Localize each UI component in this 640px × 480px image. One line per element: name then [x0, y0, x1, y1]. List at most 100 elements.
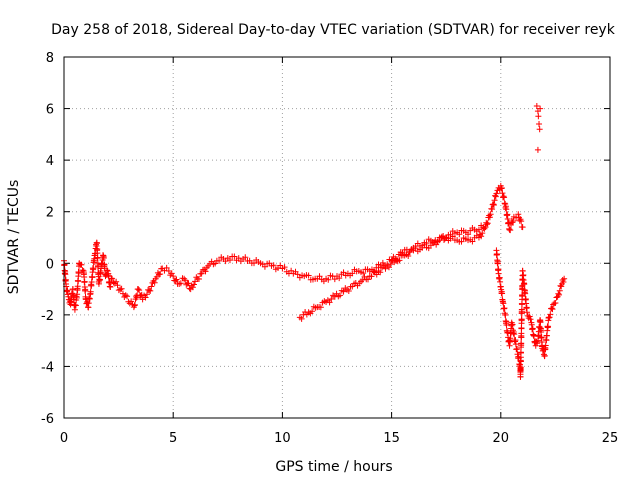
data-point [360, 270, 367, 277]
data-point [538, 328, 545, 335]
data-point [552, 299, 559, 306]
data-point [385, 264, 392, 271]
data-point [147, 287, 154, 294]
data-point [88, 279, 95, 286]
data-point [487, 211, 494, 218]
data-point [521, 281, 528, 288]
data-point [387, 261, 394, 268]
data-point [81, 278, 88, 285]
data-point [135, 286, 142, 293]
data-point [545, 323, 552, 330]
data-point [509, 219, 516, 226]
data-point [503, 322, 510, 329]
data-point [122, 292, 129, 299]
data-point [524, 309, 531, 316]
data-point [517, 364, 524, 371]
data-point [535, 113, 542, 120]
data-point [251, 260, 258, 267]
data-point [128, 298, 135, 305]
data-point [133, 293, 140, 300]
data-point [518, 340, 525, 347]
data-point [62, 271, 69, 278]
data-point [479, 230, 486, 237]
data-point [75, 269, 82, 276]
data-point [75, 278, 82, 285]
data-point [124, 293, 131, 300]
data-point [547, 311, 554, 318]
data-point [202, 268, 209, 275]
data-point [146, 287, 153, 294]
data-point [309, 308, 316, 315]
y-tick-label: 0 [46, 257, 54, 272]
data-point [345, 288, 352, 295]
data-point [182, 277, 189, 284]
data-point [195, 276, 202, 283]
data-point [337, 292, 344, 299]
data-point [115, 287, 122, 294]
x-tick-label: 20 [493, 431, 510, 446]
data-point [491, 197, 498, 204]
data-point [412, 245, 419, 252]
data-point [542, 342, 549, 349]
data-point [520, 272, 527, 279]
data-point [168, 270, 175, 277]
series-post-20h-scatter [493, 247, 568, 380]
data-point [497, 278, 504, 285]
data-point [546, 314, 553, 321]
data-point [131, 302, 138, 309]
data-point [480, 224, 487, 231]
data-point [113, 278, 120, 285]
data-point [536, 126, 543, 133]
data-point [198, 270, 205, 277]
data-point [541, 352, 548, 359]
y-tick-label: 6 [46, 103, 54, 118]
data-point [298, 315, 305, 322]
data-point [483, 221, 490, 228]
data-point [336, 275, 343, 282]
data-point [90, 265, 97, 272]
data-point [305, 272, 312, 279]
data-point [478, 233, 485, 240]
data-point [548, 305, 555, 312]
data-point [556, 287, 563, 294]
x-tick-label: 5 [169, 431, 177, 446]
data-point [340, 288, 347, 295]
data-point [456, 231, 463, 238]
data-point [500, 300, 507, 307]
data-point [136, 287, 143, 294]
data-point [317, 304, 324, 311]
x-tick-label: 15 [383, 431, 400, 446]
data-point [326, 299, 333, 306]
x-tick-label: 25 [602, 431, 619, 446]
data-point [163, 264, 170, 271]
data-point [518, 349, 525, 356]
grid [64, 57, 610, 418]
data-point [514, 345, 521, 352]
data-point [170, 273, 177, 280]
data-point [501, 305, 508, 312]
data-point [242, 254, 249, 261]
data-point [69, 286, 76, 293]
data-point [534, 340, 541, 347]
data-point [132, 296, 139, 303]
data-point [185, 280, 192, 287]
data-points [61, 102, 568, 380]
chart-title: Day 258 of 2018, Sidereal Day-to-day VTE… [51, 22, 616, 38]
data-point [489, 206, 496, 213]
y-tick-label: 8 [46, 51, 54, 66]
data-point [79, 267, 86, 274]
data-point [492, 193, 499, 200]
data-point [373, 271, 380, 278]
data-point [494, 260, 501, 267]
y-tick-label: 2 [46, 206, 54, 221]
data-point [484, 220, 491, 227]
plot-frame [63, 56, 611, 419]
data-point [189, 284, 196, 291]
data-point [131, 301, 138, 308]
data-point [172, 277, 179, 284]
data-point [553, 294, 560, 301]
data-point [328, 295, 335, 302]
data-point [72, 302, 79, 309]
y-tick-label: -2 [41, 309, 54, 324]
